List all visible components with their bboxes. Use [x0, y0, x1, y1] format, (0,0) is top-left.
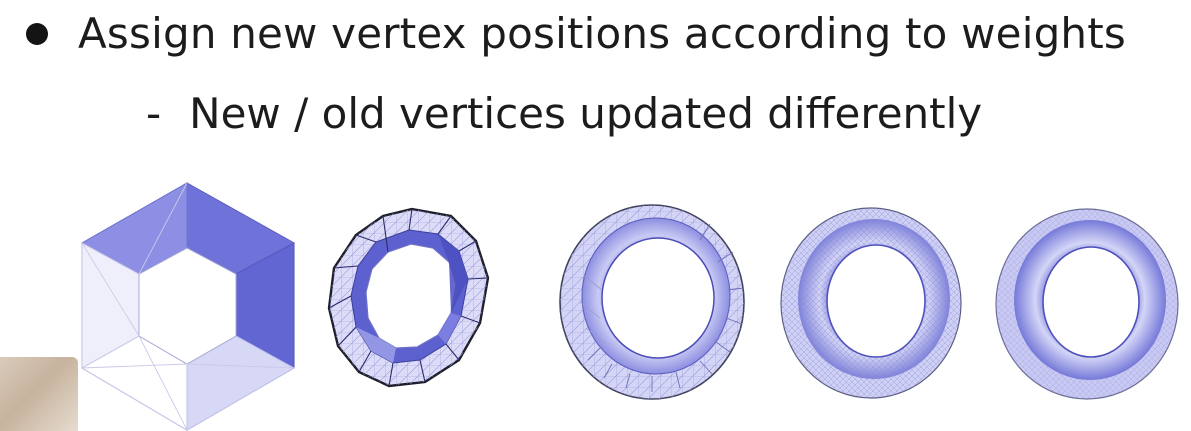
stage-1-subdivided: [327, 207, 490, 388]
bullet-item: Assign new vertex positions according to…: [26, 6, 1126, 62]
bullet-text: Assign new vertex positions according to…: [78, 9, 1126, 58]
sub-bullet-dash: -: [146, 89, 162, 138]
sub-bullet-item: - New / old vertices updated differently: [146, 86, 982, 142]
subdivision-figure: [80, 182, 1179, 431]
presenter-video-thumbnail: [0, 357, 78, 431]
stage-0-hexagon: [80, 182, 296, 431]
stage-2-subdivided: [559, 204, 745, 400]
bullet-dot-icon: [26, 23, 48, 45]
sub-bullet-text: New / old vertices updated differently: [189, 89, 983, 138]
stage-4-smooth-torus: [995, 208, 1179, 400]
stage-3-subdivided: [780, 207, 962, 399]
